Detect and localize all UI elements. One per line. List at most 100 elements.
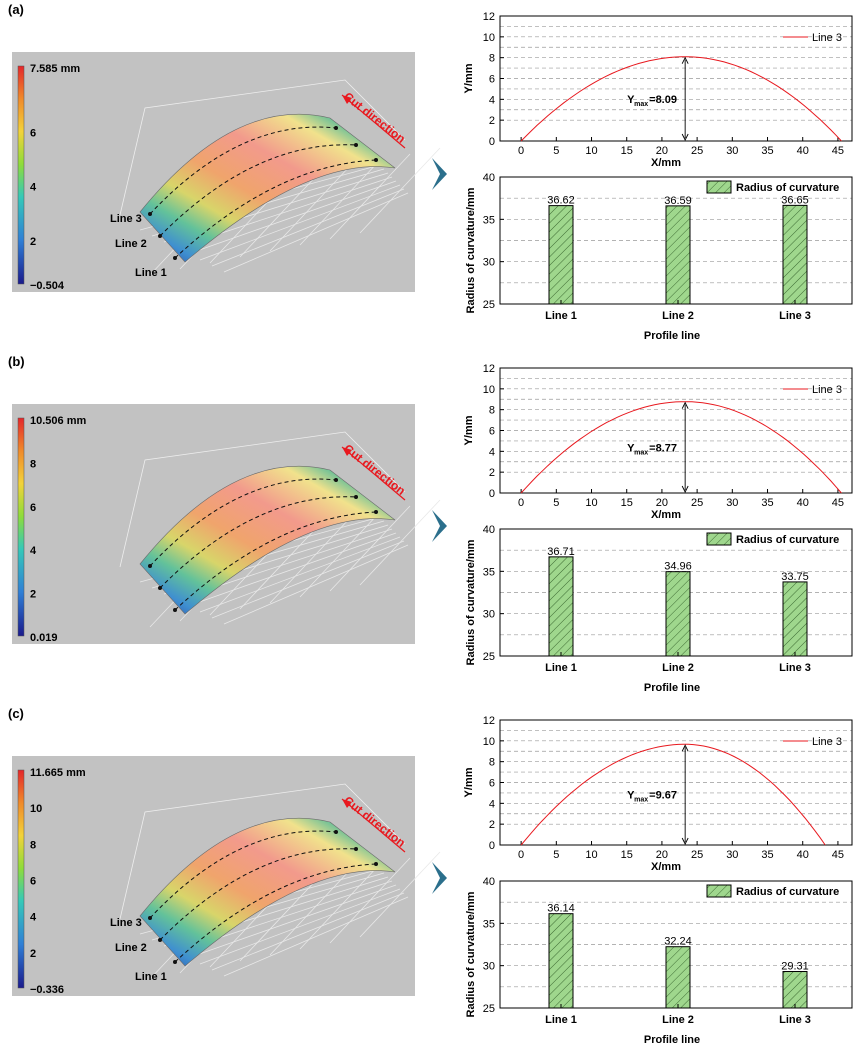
cut-direction-arrowhead xyxy=(342,95,352,104)
y-tick-label: 10 xyxy=(483,32,495,44)
y-tick-label: 40 xyxy=(483,172,495,184)
cut-direction-arrow xyxy=(341,798,406,853)
profile-point xyxy=(173,960,177,964)
bar-value-label: 36.62 xyxy=(547,195,575,207)
y-tick-label: 0 xyxy=(489,488,495,500)
cut-direction-arrow xyxy=(341,94,406,149)
y-tick-label: 4 xyxy=(489,94,495,106)
bar-3 xyxy=(782,971,808,1009)
x-tick-label: 35 xyxy=(761,145,773,157)
y-tick-label: 10 xyxy=(483,384,495,396)
bar-value-label: 33.75 xyxy=(781,571,809,583)
legend-label: Line 3 xyxy=(812,384,842,396)
line-3-series xyxy=(520,56,842,142)
y-tick-label: 0 xyxy=(489,840,495,852)
ymax-label-value: =8.77 xyxy=(649,442,677,454)
y-tick-label: 2 xyxy=(489,819,495,831)
bar-value-label: 36.65 xyxy=(781,194,809,206)
x-tick-label: 5 xyxy=(553,849,559,861)
profile-line-2 xyxy=(159,144,357,237)
x-tick-label: 25 xyxy=(691,497,703,509)
y-tick-label: 12 xyxy=(483,363,495,375)
grid-line xyxy=(199,536,401,613)
ymax-arrowhead-top xyxy=(681,744,689,752)
legend-bar-swatch xyxy=(706,180,732,194)
colorbar-tick-label: 2 xyxy=(30,589,36,601)
x-tick-label: 25 xyxy=(691,145,703,157)
profile-point xyxy=(374,862,378,866)
x-tick-label: 20 xyxy=(656,849,668,861)
y-axis-label: Radius of curvature/mm xyxy=(465,187,477,313)
grid-line xyxy=(239,171,321,258)
grid-box xyxy=(119,783,406,920)
grid-line xyxy=(199,184,401,261)
grid-line xyxy=(223,192,409,273)
x-tick-label: 40 xyxy=(797,849,809,861)
colorbar xyxy=(17,769,25,989)
profile-lines xyxy=(149,478,377,611)
profile-point xyxy=(158,938,162,942)
bar-value-label: 29.31 xyxy=(781,961,809,973)
ymax-arrowhead-bottom xyxy=(681,133,689,142)
legend-label: Line 3 xyxy=(812,736,842,748)
ymax-label-subscript: max xyxy=(634,449,648,456)
bar-2 xyxy=(665,205,691,305)
colorbar-tick-label: 4 xyxy=(30,182,37,194)
grid-box xyxy=(119,431,406,568)
bar-chart: 25 30 35 40 36.71 Line 1 34.96 Line 2 33.75 Line … xyxy=(465,524,853,694)
profile-lines xyxy=(149,830,377,963)
ymax-label-value: =9.67 xyxy=(649,790,677,802)
y-tick-label: 6 xyxy=(489,778,495,790)
x-tick-label: 0 xyxy=(518,497,524,509)
bar-3 xyxy=(782,204,808,305)
x-axis-label: Profile line xyxy=(644,330,700,342)
y-tick-label: 8 xyxy=(489,53,495,65)
profile-lines xyxy=(149,126,377,259)
y-tick-label: 30 xyxy=(483,609,495,621)
colorbar-tick-label: 8 xyxy=(30,458,36,470)
y-axis-label: Radius of curvature/mm xyxy=(465,539,477,665)
x-tick-label: 40 xyxy=(797,497,809,509)
grid-line xyxy=(223,896,409,977)
y-tick-label: 10 xyxy=(483,736,495,748)
profile-point xyxy=(158,586,162,590)
y-tick-label: 35 xyxy=(483,566,495,578)
x-tick-label: 15 xyxy=(621,497,633,509)
chevron-right-icon xyxy=(432,158,447,190)
curved-surface xyxy=(139,465,396,615)
legend-bar-swatch xyxy=(706,532,732,546)
profile-line-3 xyxy=(149,478,337,567)
ymax-label-subscript: max xyxy=(634,797,648,804)
line-label: Line 3 xyxy=(110,917,142,929)
x-tick-label: Line 2 xyxy=(662,310,694,322)
bar-chart: 25 30 35 40 36.14 Line 1 32.24 Line 2 29.31 Line … xyxy=(465,876,853,1046)
x-tick-label: 5 xyxy=(553,497,559,509)
y-tick-label: 0 xyxy=(489,136,495,148)
grid-line xyxy=(329,153,411,240)
grid-line xyxy=(239,523,321,610)
y-tick-label: 6 xyxy=(489,426,495,438)
x-axis-label: Profile line xyxy=(644,1034,700,1046)
grid-line xyxy=(211,188,405,267)
y-tick-label: 25 xyxy=(483,651,495,663)
colorbar-tick-label: 2 xyxy=(30,236,36,248)
ymax-arrowhead-bottom xyxy=(681,485,689,494)
panel-label: (b) xyxy=(8,354,25,369)
grid-line xyxy=(187,884,397,959)
colorbar xyxy=(17,65,25,285)
x-tick-label: Line 1 xyxy=(545,662,577,674)
profile-point xyxy=(374,510,378,514)
chevron-right-icon xyxy=(432,862,447,894)
plot-frame xyxy=(499,367,853,494)
colorbar-tick-label: 4 xyxy=(30,912,37,924)
y-tick-label: 30 xyxy=(483,961,495,973)
x-tick-label: 15 xyxy=(621,145,633,157)
x-tick-label: Line 2 xyxy=(662,662,694,674)
y-tick-label: 2 xyxy=(489,467,495,479)
colorbar-min-label: −0.336 xyxy=(30,984,64,996)
bar-3 xyxy=(782,581,808,657)
